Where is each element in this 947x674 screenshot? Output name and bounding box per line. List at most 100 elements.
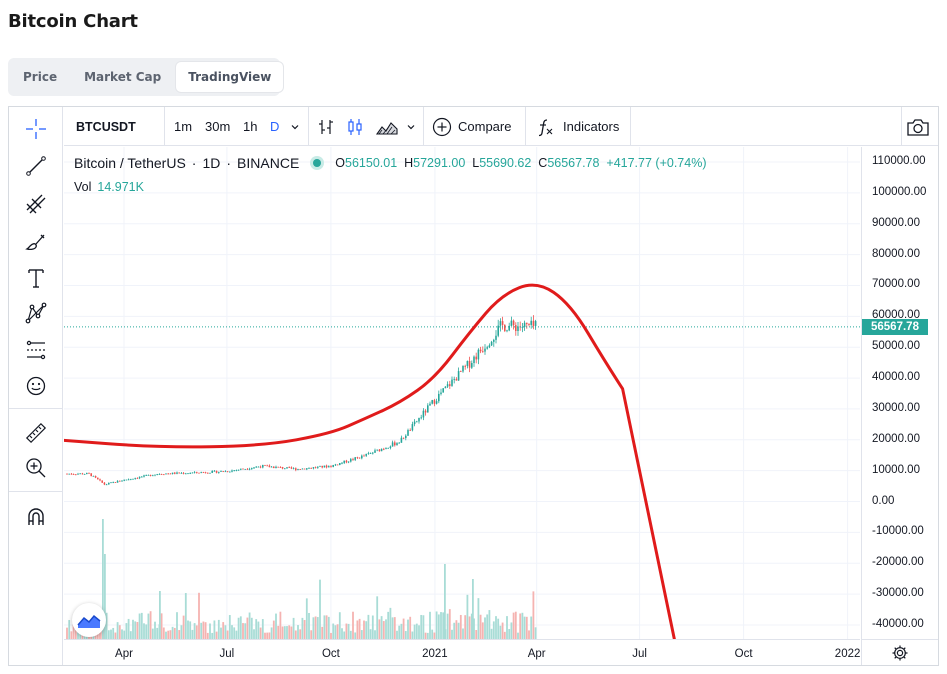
compare-button[interactable]: Compare [432,107,511,146]
candle-body [438,393,440,402]
candle-body [363,455,365,457]
candle-body [119,480,121,482]
volume-bar [143,623,145,639]
volume-bar [104,554,106,639]
volume-bar [393,617,396,639]
zoom-in-icon[interactable] [20,454,52,482]
candle-body [99,479,101,481]
volume-bar [283,626,286,639]
interval-30m[interactable]: 30m [205,119,231,134]
interval-1h[interactable]: 1h [243,119,258,134]
pattern-icon[interactable] [20,300,52,328]
candle-body [473,356,475,364]
candle-body [468,360,471,368]
tradingview-logo[interactable] [72,603,106,637]
candle-body [165,473,167,475]
chart-type-dropdown[interactable] [406,107,416,146]
tab-market-cap[interactable]: Market Cap [84,70,162,84]
candle-body [486,347,488,349]
interval-1m[interactable]: 1m [174,119,193,134]
area-chart-icon[interactable] [376,107,398,146]
candle-body [453,378,455,380]
magnet-icon[interactable] [20,503,52,531]
volume-bar [404,631,407,639]
candle-body [431,400,433,404]
volume-label: Vol [74,180,92,194]
candle-body [354,457,356,460]
time-axis-label: Apr [527,648,546,660]
candle-body [290,467,293,469]
volume-bar [206,632,209,639]
chart-legend: Bitcoin / TetherUS · 1D · BINANCE O56150… [74,155,707,171]
candle-body [273,466,275,469]
candle-body [380,448,383,452]
price-axis[interactable]: 110000.00 100000.00 90000.00 80000.00 70000.… [861,147,938,639]
candle-body [358,457,361,459]
emoji-icon[interactable] [20,372,52,400]
volume-bar [235,630,238,639]
candle-body [77,473,79,475]
candle-body [193,471,196,473]
price-chart[interactable] [64,147,860,639]
candle-body [497,325,499,336]
volume-bar [468,616,471,639]
volume-bar [162,627,165,639]
volume-bar [250,617,253,639]
volume-bar [400,623,403,639]
current-price-badge: 56567.78 [862,318,928,335]
candle-body [176,472,178,474]
volume-bar [180,625,183,639]
candle-body [156,474,158,475]
volume-bar [490,628,493,639]
candle-body [396,443,398,446]
chart-pane[interactable]: Bitcoin / TetherUS · 1D · BINANCE O56150… [64,147,860,639]
interval-d[interactable]: D [270,119,280,134]
price-axis-label: 60000.00 [872,309,920,322]
candle-body [420,417,422,419]
time-axis[interactable]: Apr Jul Oct 2021 Apr Jul Oct 2022 [64,639,860,665]
volume-bar [246,617,249,639]
candle-body [323,465,326,468]
tab-price[interactable]: Price [23,70,58,84]
candle-body [198,472,200,474]
camera-icon[interactable] [906,107,930,146]
text-tool-icon[interactable] [20,264,52,292]
candle-body [490,341,493,346]
candle-body [191,472,194,474]
volume-bar [244,623,247,639]
brush-icon[interactable] [20,227,52,255]
symbol-search[interactable]: BTCUSDT [76,119,136,134]
candle-body [158,474,161,475]
toolbar-divider [901,107,902,146]
legend-close: 56567.78 [547,156,600,170]
volume-bar [275,613,277,639]
candle-body [301,468,304,470]
ruler-icon[interactable] [20,419,52,447]
settings-button[interactable] [861,639,938,665]
trend-line-icon[interactable] [20,152,52,180]
volume-bar [462,628,464,639]
interval-dropdown[interactable] [290,107,300,146]
volume-bar [226,630,229,639]
indicators-label: Indicators [563,119,620,134]
candle-body [171,472,174,474]
fib-retracement-icon[interactable] [20,190,52,218]
volume-bar [486,614,489,639]
volume-bar [422,615,425,639]
tab-tradingview[interactable]: TradingView [176,62,284,92]
volume-bar [444,564,446,639]
volume-bar [138,613,141,639]
candle-body [288,467,290,468]
price-axis-label: 70000.00 [872,278,920,291]
candle-body [257,466,260,468]
crosshair-icon[interactable] [20,115,52,143]
volume-bar [248,612,251,639]
indicators-button[interactable]: Indicators [536,107,619,146]
volume-bar [343,631,346,639]
volume-bar [266,632,269,639]
candles-icon[interactable] [346,107,364,146]
bar-type-icon[interactable] [317,107,335,146]
prediction-icon[interactable] [20,336,52,364]
candle-body [235,470,238,471]
candle-body [400,437,403,443]
